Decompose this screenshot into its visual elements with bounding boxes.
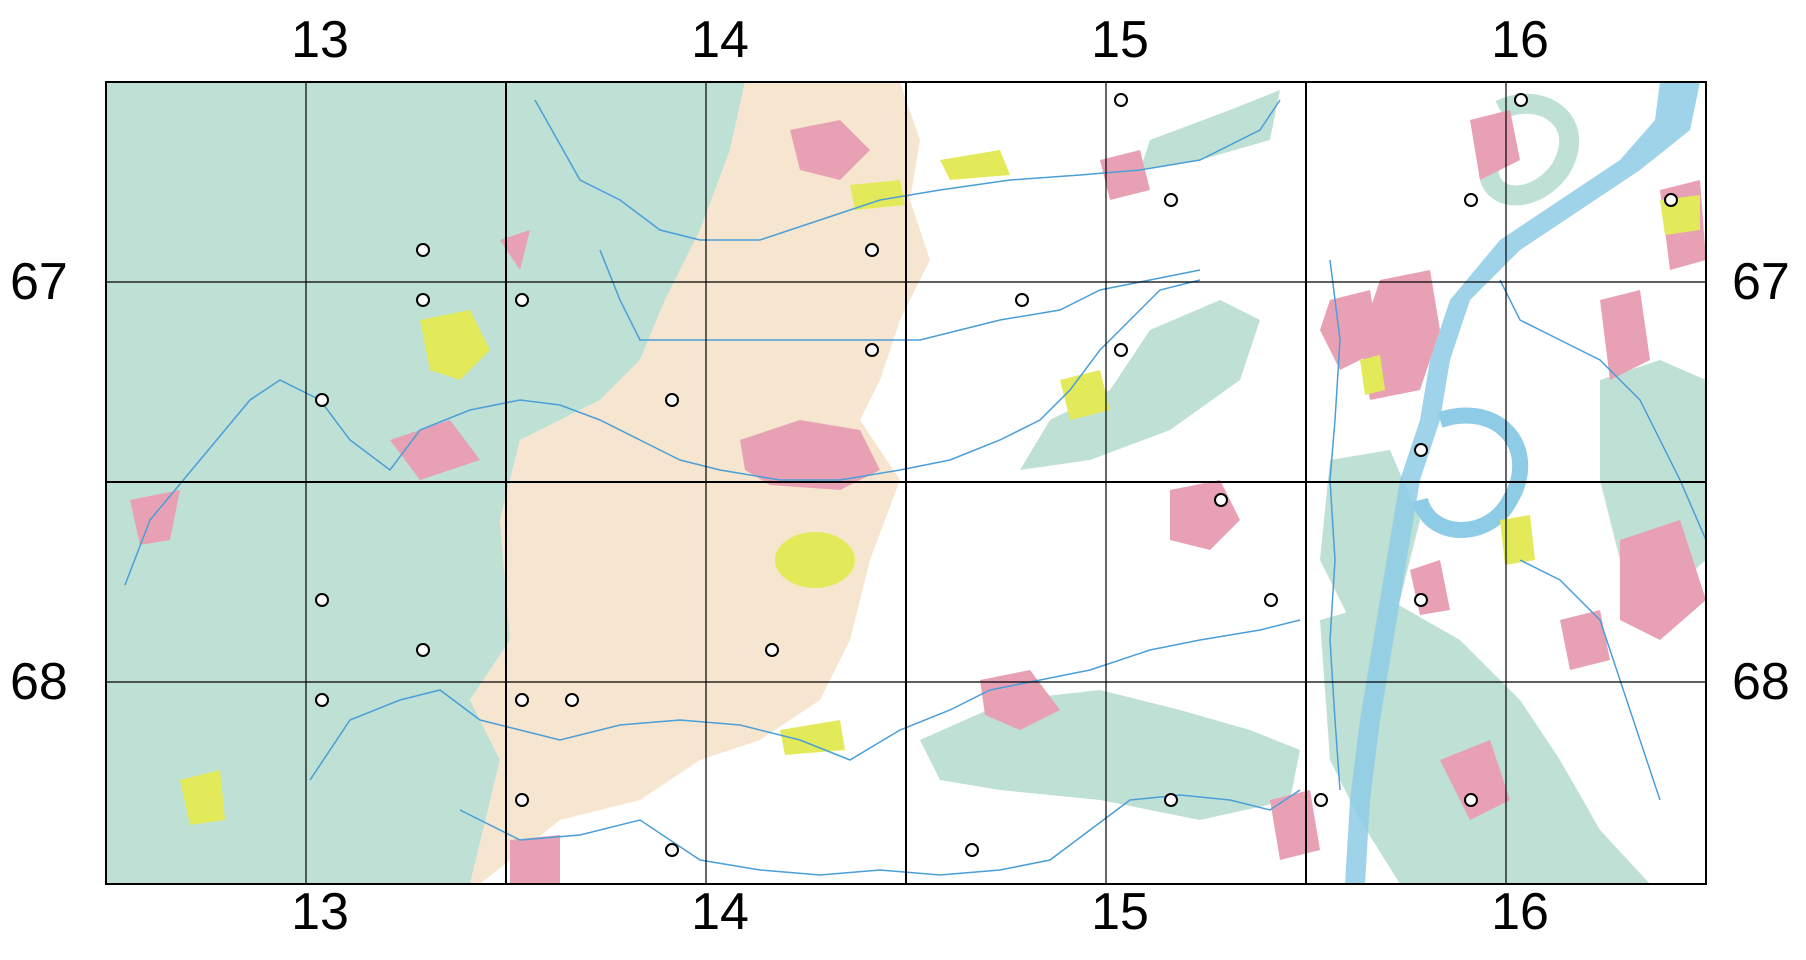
settlement-area — [390, 420, 480, 480]
x-label-bottom-16: 16 — [1491, 883, 1549, 941]
survey-point-marker — [1464, 793, 1478, 807]
survey-point-marker — [1414, 593, 1428, 607]
grassland-area — [1360, 355, 1385, 395]
survey-point-marker — [515, 793, 529, 807]
survey-point-marker — [315, 593, 329, 607]
x-label-bottom-13: 13 — [291, 883, 349, 941]
stream — [309, 619, 1301, 781]
settlement-area — [510, 835, 560, 884]
survey-point-marker — [416, 293, 430, 307]
survey-point-marker — [1114, 93, 1128, 107]
grassland-area — [775, 532, 855, 588]
survey-point-marker — [1164, 793, 1178, 807]
survey-point-marker — [865, 243, 879, 257]
river-oxbow — [1478, 93, 1580, 206]
settlement-area — [130, 490, 180, 545]
x-label-top-16: 16 — [1491, 11, 1549, 69]
survey-point-marker — [565, 693, 579, 707]
grassland-area — [780, 720, 845, 755]
survey-point-marker — [1464, 193, 1478, 207]
x-label-top-15: 15 — [1091, 11, 1149, 69]
grassland-area — [850, 180, 905, 210]
survey-point-marker — [1015, 293, 1029, 307]
x-label-top-13: 13 — [291, 11, 349, 69]
grassland-area — [180, 770, 225, 825]
forest-area-east-top — [1140, 90, 1280, 170]
survey-point-marker — [515, 693, 529, 707]
x-label-bottom-15: 15 — [1091, 883, 1149, 941]
survey-point-marker — [1514, 93, 1528, 107]
settlement-area — [980, 670, 1060, 730]
settlement-area — [1620, 520, 1706, 640]
stream — [599, 249, 1201, 341]
stream — [1519, 559, 1661, 801]
grassland-area — [940, 150, 1010, 180]
y-label-right-68: 68 — [1732, 653, 1790, 711]
settlement-area — [1100, 150, 1150, 200]
survey-point-marker — [665, 843, 679, 857]
y-label-right-67: 67 — [1732, 253, 1790, 311]
survey-point-marker — [1214, 493, 1228, 507]
river-branch — [1412, 407, 1529, 538]
settlement-area — [1270, 790, 1320, 860]
settlement-area — [790, 120, 870, 180]
survey-point-marker — [416, 243, 430, 257]
survey-point-marker — [1414, 443, 1428, 457]
grassland-area — [1500, 515, 1535, 565]
survey-point-marker — [1264, 593, 1278, 607]
survey-point-marker — [765, 643, 779, 657]
stream — [1329, 259, 1341, 791]
grasslands — [180, 150, 1700, 825]
survey-point-marker — [665, 393, 679, 407]
settlement-area — [1320, 290, 1380, 370]
survey-point-marker — [965, 843, 979, 857]
survey-point-marker — [515, 293, 529, 307]
settlement-area — [740, 420, 880, 490]
settlement-area — [1600, 290, 1650, 380]
streams — [124, 99, 1706, 876]
y-label-left-67: 67 — [10, 253, 68, 311]
survey-point-marker — [1314, 793, 1328, 807]
survey-point-marker — [1114, 343, 1128, 357]
settlement-area — [1440, 740, 1510, 820]
x-label-top-14: 14 — [691, 11, 749, 69]
survey-markers — [315, 93, 1678, 857]
forest-area-center — [1020, 300, 1260, 470]
grassland-area — [420, 310, 490, 380]
grid — [105, 81, 1707, 885]
y-label-left-68: 68 — [10, 653, 68, 711]
survey-point-marker — [315, 693, 329, 707]
settlement-area — [500, 230, 530, 270]
settlement-area — [1560, 610, 1610, 670]
grassland-area — [1060, 370, 1110, 420]
x-label-bottom-14: 14 — [691, 883, 749, 941]
stream — [534, 99, 1281, 241]
stream — [1499, 279, 1706, 541]
survey-point-marker — [1664, 193, 1678, 207]
survey-point-marker — [865, 343, 879, 357]
stream — [124, 279, 1201, 586]
survey-point-marker — [416, 643, 430, 657]
survey-point-marker — [1164, 193, 1178, 207]
stream — [459, 789, 1301, 876]
settlement-area — [1470, 110, 1520, 180]
survey-point-marker — [315, 393, 329, 407]
